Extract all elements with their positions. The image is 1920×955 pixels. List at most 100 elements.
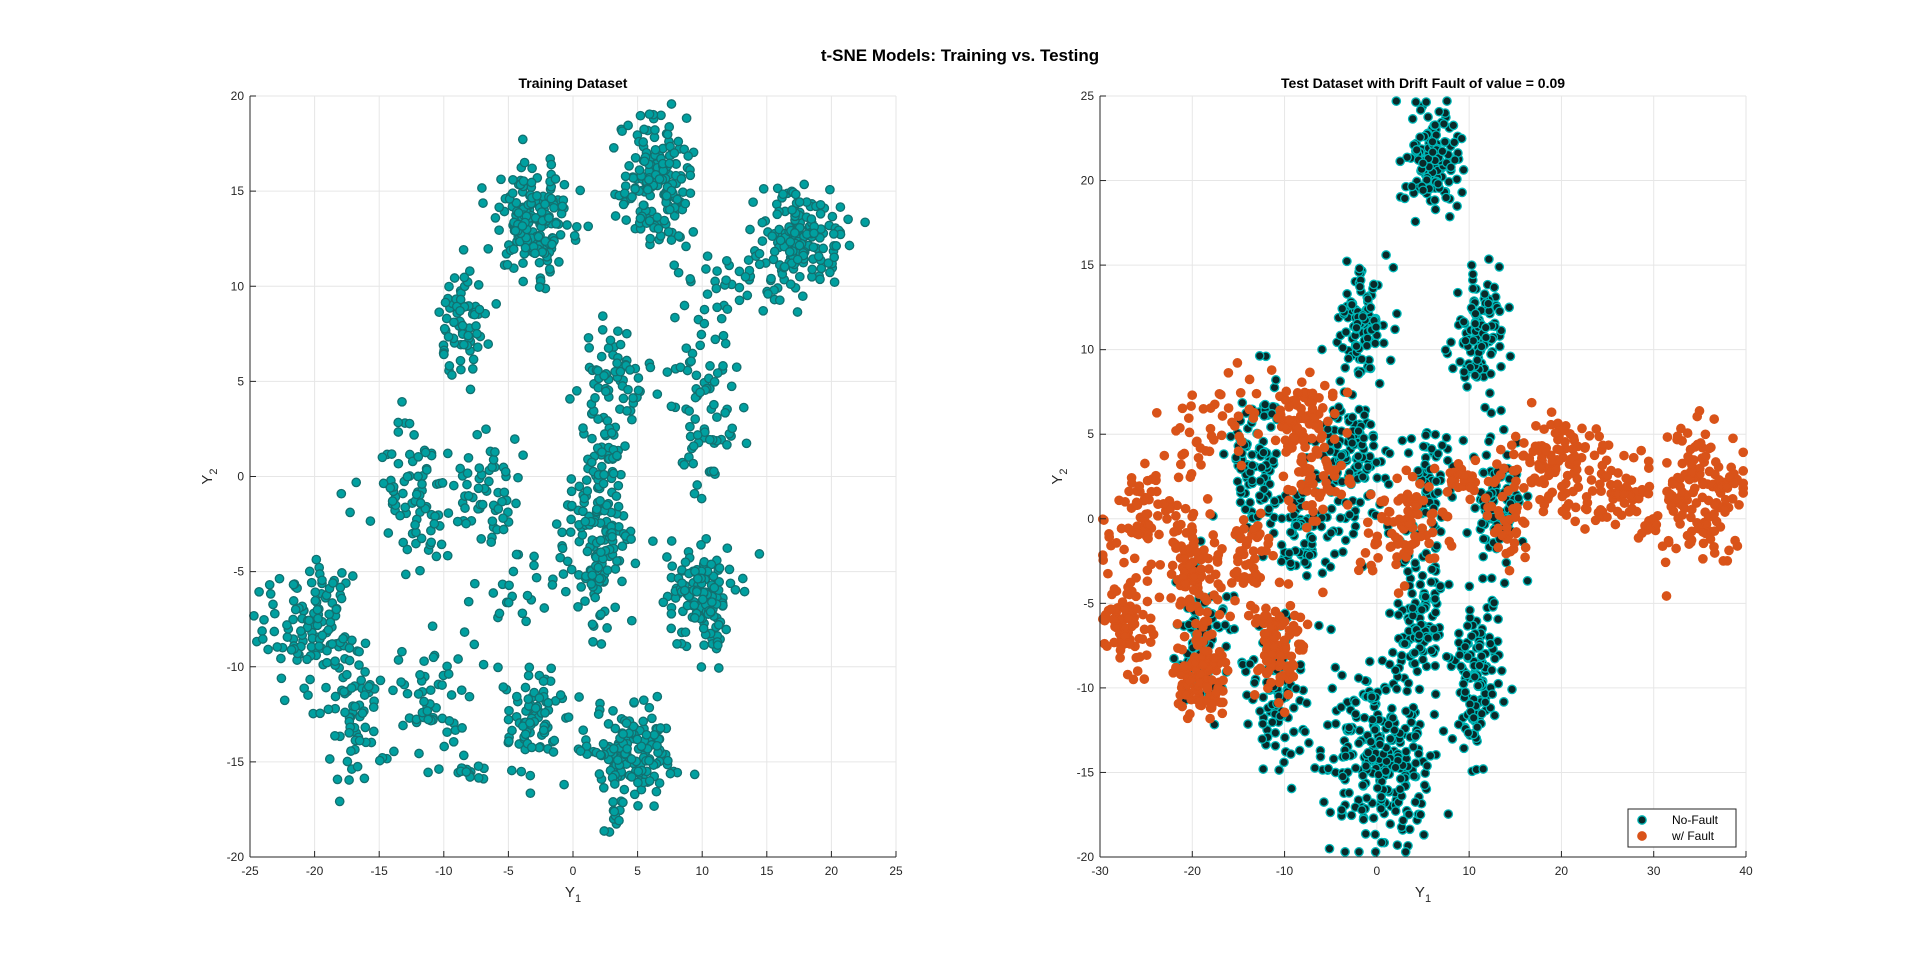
scatter-point (1701, 519, 1712, 530)
scatter-point (792, 307, 803, 317)
scatter-point (257, 626, 267, 636)
scatter-point (666, 623, 677, 634)
no-fault-points (1169, 96, 1533, 857)
scatter-point (474, 463, 485, 473)
scatter-point (685, 188, 696, 199)
scatter-point (1619, 450, 1629, 461)
scatter-point (1270, 435, 1281, 446)
scatter-point (617, 541, 628, 552)
scatter-point (1420, 591, 1431, 602)
scatter-point (1131, 500, 1142, 511)
x-axis-label-subscript: 1 (575, 893, 581, 905)
scatter-point (610, 602, 621, 613)
y-tick-label: -15 (1077, 765, 1095, 779)
scatter-point (1452, 174, 1462, 185)
scatter-point (1351, 341, 1362, 352)
scatter-point (1310, 763, 1320, 773)
scatter-point (456, 364, 466, 375)
scatter-point (1637, 528, 1647, 539)
scatter-point (641, 729, 652, 740)
legend-marker (1637, 831, 1647, 841)
x-tick-label: 15 (760, 864, 774, 878)
scatter-point (1106, 604, 1116, 615)
scatter-point (1187, 522, 1197, 532)
scatter-point (1244, 374, 1255, 385)
scatter-point (1555, 445, 1566, 456)
scatter-point (1225, 611, 1236, 622)
scatter-point (1480, 322, 1491, 333)
scatter-point (574, 692, 584, 702)
scatter-point (1099, 615, 1110, 626)
scatter-point (1244, 558, 1255, 569)
scatter-point (1435, 581, 1446, 591)
scatter-point (1270, 728, 1281, 738)
scatter-point (711, 283, 722, 294)
scatter-point (1258, 764, 1269, 774)
scatter-point (734, 295, 745, 306)
scatter-point (1720, 494, 1731, 505)
scatter-point (633, 777, 643, 788)
scatter-point (785, 279, 796, 290)
scatter-point (1660, 557, 1671, 568)
scatter-point (1238, 515, 1249, 525)
y-axis-label: Y2 (199, 468, 220, 484)
scatter-point (1179, 631, 1190, 642)
scatter-point (1496, 361, 1506, 372)
scatter-point (1255, 663, 1266, 674)
scatter-point (1214, 609, 1225, 620)
scatter-point (1565, 429, 1575, 439)
scatter-point (1543, 491, 1554, 501)
scatter-point (1329, 549, 1340, 559)
scatter-point (1177, 403, 1188, 414)
scatter-point (402, 688, 413, 699)
scatter-point (662, 129, 673, 140)
scatter-point (1504, 565, 1515, 576)
scatter-point (808, 242, 819, 253)
scatter-point (1539, 424, 1549, 435)
scatter-point (794, 240, 805, 251)
scatter-point (1627, 503, 1637, 514)
scatter-point (662, 367, 673, 377)
scatter-point (1509, 538, 1520, 548)
scatter-point (546, 663, 557, 674)
scatter-point (565, 527, 576, 538)
scatter-point (1697, 492, 1708, 503)
scatter-point (1418, 441, 1429, 452)
scatter-point (1368, 279, 1379, 290)
scatter-point (566, 486, 577, 497)
scatter-point (334, 796, 345, 807)
scatter-point (538, 676, 549, 687)
scatter-point (1242, 536, 1253, 546)
scatter-point (1353, 451, 1364, 462)
scatter-point (835, 202, 846, 212)
scatter-point (1485, 369, 1496, 379)
scatter-point (1169, 527, 1179, 537)
scatter-point (1297, 452, 1307, 462)
scatter-point (617, 126, 627, 137)
scatter-point (1376, 837, 1387, 848)
scatter-point (774, 295, 785, 306)
scatter-point (1417, 570, 1428, 581)
scatter-point (1151, 407, 1162, 418)
scatter-point (417, 479, 427, 489)
scatter-point (679, 300, 690, 311)
scatter-point (272, 642, 283, 652)
scatter-point (1261, 603, 1271, 614)
scatter-point (696, 329, 707, 340)
scatter-point (1698, 479, 1708, 490)
scatter-point (722, 543, 733, 554)
scatter-point (670, 312, 680, 323)
scatter-point (1530, 441, 1541, 452)
scatter-point (628, 173, 639, 183)
scatter-point (809, 228, 819, 239)
scatter-point (1235, 546, 1245, 556)
scatter-point (1556, 481, 1567, 492)
scatter-point (722, 439, 732, 450)
scatter-point (1202, 494, 1213, 504)
scatter-point (1429, 709, 1440, 720)
scatter-point (1198, 403, 1209, 414)
scatter-point (1141, 509, 1151, 520)
scatter-point (605, 335, 616, 346)
scatter-point (1212, 557, 1223, 567)
scatter-point (511, 549, 522, 560)
